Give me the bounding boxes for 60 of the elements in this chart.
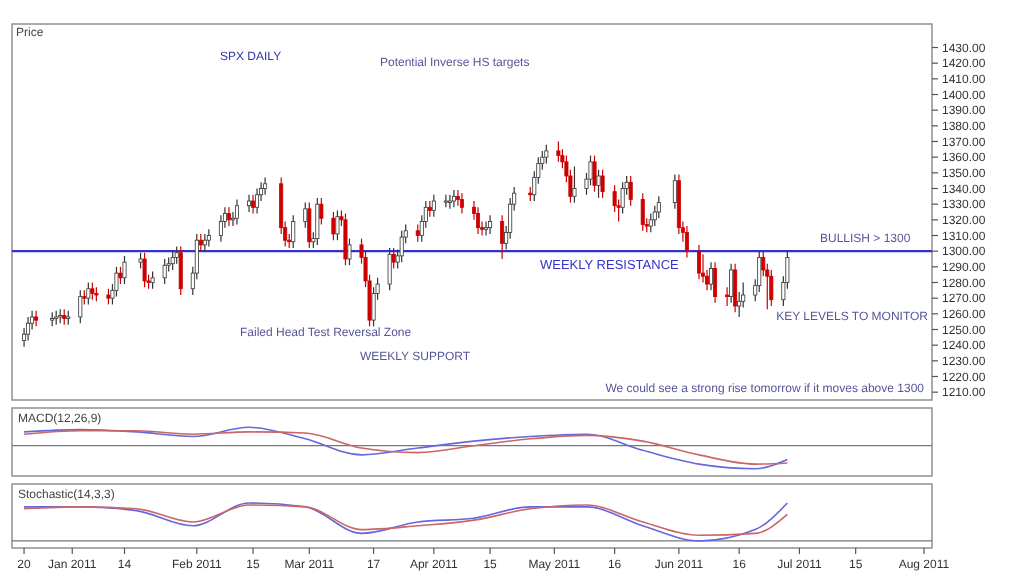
candlestick <box>387 247 392 291</box>
candlestick <box>713 261 718 304</box>
candlestick <box>757 250 762 293</box>
candlestick <box>676 173 681 235</box>
candlestick <box>696 244 701 280</box>
candlestick <box>737 291 742 318</box>
candlestick <box>500 214 505 260</box>
candlestick <box>251 194 256 215</box>
candlestick <box>234 198 239 226</box>
candlestick <box>347 238 352 266</box>
candlestick <box>544 144 549 165</box>
candlestick <box>656 195 661 219</box>
candlestick <box>612 184 617 213</box>
candlestick <box>592 155 597 193</box>
candlestick <box>303 202 308 229</box>
candlestick <box>447 194 452 210</box>
candlestick <box>709 261 714 291</box>
candlestick <box>226 206 231 227</box>
candlestick <box>218 214 223 243</box>
candlestick <box>391 247 396 269</box>
candlestick <box>701 253 705 284</box>
candlestick <box>291 214 296 249</box>
candlestick <box>247 194 252 213</box>
candlestick <box>114 266 119 298</box>
candlestick <box>640 192 645 232</box>
candlestick <box>315 197 320 246</box>
candlestick <box>556 140 561 163</box>
candlestick <box>459 192 464 215</box>
candlestick <box>725 286 730 307</box>
candlestick <box>672 173 677 210</box>
candlestick <box>34 310 39 327</box>
candlestick <box>476 206 481 235</box>
candlestick <box>206 228 211 248</box>
candlestick <box>335 209 340 241</box>
candlestick <box>600 169 605 199</box>
candlestick <box>455 189 460 207</box>
candlestick <box>319 197 324 226</box>
candlestick <box>769 269 774 307</box>
candlestick <box>488 214 493 235</box>
candlestick <box>255 187 260 215</box>
candlestick <box>484 220 489 237</box>
candlestick <box>343 212 348 266</box>
candlestick <box>572 165 577 204</box>
candlestick <box>399 230 404 263</box>
candlestick <box>443 194 448 208</box>
candlestick <box>596 169 601 199</box>
candlestick <box>729 263 734 304</box>
candlestick <box>628 175 633 207</box>
candlestick <box>733 263 738 313</box>
candlestick <box>331 211 336 241</box>
candlestick <box>451 189 456 208</box>
candlestick <box>684 225 689 259</box>
candlestick <box>620 181 625 215</box>
candlestick <box>263 176 268 196</box>
candlestick <box>142 252 147 288</box>
candlestick <box>162 258 167 285</box>
candlestick <box>741 281 746 309</box>
candlestick <box>371 286 376 327</box>
candlestick <box>26 316 31 342</box>
candlestick <box>122 255 127 285</box>
